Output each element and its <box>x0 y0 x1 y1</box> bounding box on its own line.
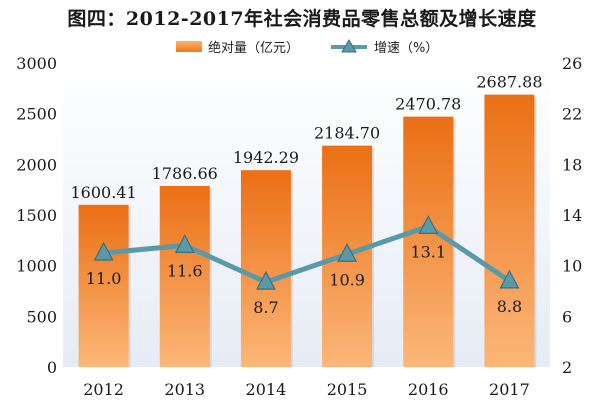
bar <box>240 170 291 367</box>
x-axis: 2012 2013 2014 2015 2016 2017 <box>83 380 530 399</box>
bar <box>78 204 129 367</box>
right-tick-label: 10 <box>562 257 582 276</box>
bar-value-label: 2184.70 <box>314 124 380 143</box>
chart-title: 图四：2012-2017年社会消费品零售总额及增长速度 <box>67 8 537 30</box>
line-marker <box>418 215 439 234</box>
line-value-label: 11.0 <box>86 269 122 288</box>
x-tick-label: 2013 <box>164 380 205 399</box>
left-axis: 0 500 1000 1500 2000 2500 3000 <box>16 54 57 377</box>
x-tick-label: 2016 <box>408 380 449 399</box>
left-tick-label: 2500 <box>16 105 57 124</box>
bar <box>484 94 535 367</box>
bar-value-label: 1786.66 <box>152 164 218 183</box>
line-marker <box>337 242 358 262</box>
x-tick-label: 2014 <box>246 380 287 399</box>
left-tick-label: 1500 <box>16 206 57 225</box>
x-tick-label: 2017 <box>489 380 530 399</box>
line-value-label: 8.8 <box>497 297 522 316</box>
x-tick-label: 2015 <box>327 380 368 399</box>
left-tick-label: 1000 <box>16 257 57 276</box>
line-value-label: 10.9 <box>329 270 365 289</box>
bar <box>159 185 210 367</box>
line-marker <box>93 241 114 261</box>
line-value-label: 13.1 <box>410 242 446 261</box>
x-tick-label: 2012 <box>83 380 124 399</box>
bar <box>403 116 454 367</box>
right-tick-label: 18 <box>562 155 582 174</box>
line-marker <box>255 270 276 290</box>
bar-value-label: 1942.29 <box>233 148 299 167</box>
line-value-label: 11.6 <box>167 261 203 280</box>
growth-line <box>103 223 511 285</box>
bar-value-label: 2687.88 <box>476 73 542 92</box>
right-tick-label: 6 <box>562 307 572 326</box>
legend: 绝对量（亿元） 增速（%） <box>0 37 604 57</box>
line-marker <box>499 269 520 289</box>
legend-bar-label: 绝对量（亿元） <box>208 41 300 56</box>
line-series <box>93 215 520 290</box>
bar-value-label: 2470.78 <box>395 95 461 114</box>
right-tick-label: 14 <box>562 206 582 225</box>
left-tick-label: 0 <box>47 358 57 377</box>
bar-series <box>78 94 537 367</box>
legend-item-bar: 绝对量（亿元） <box>176 37 299 56</box>
right-tick-label: 22 <box>562 105 582 124</box>
legend-bar-swatch <box>176 41 202 52</box>
line-marker <box>174 234 195 253</box>
legend-line-label: 增速（%） <box>374 41 439 56</box>
left-tick-label: 2000 <box>16 155 57 174</box>
left-tick-label: 3000 <box>16 54 57 73</box>
bar-value-labels: 1600.41 1786.66 1942.29 2184.70 2470.78 2687.… <box>70 73 542 202</box>
right-tick-label: 26 <box>562 54 582 73</box>
line-value-label: 8.7 <box>253 298 278 317</box>
legend-line-swatch <box>331 38 367 52</box>
bar-value-label: 1600.41 <box>70 183 136 202</box>
right-tick-label: 2 <box>562 358 572 377</box>
plot-area <box>63 63 550 367</box>
legend-item-line: 增速（%） <box>330 37 438 56</box>
line-value-labels: 11.0 11.6 8.7 10.9 13.1 8.8 <box>86 242 522 317</box>
left-tick-label: 500 <box>26 307 57 326</box>
